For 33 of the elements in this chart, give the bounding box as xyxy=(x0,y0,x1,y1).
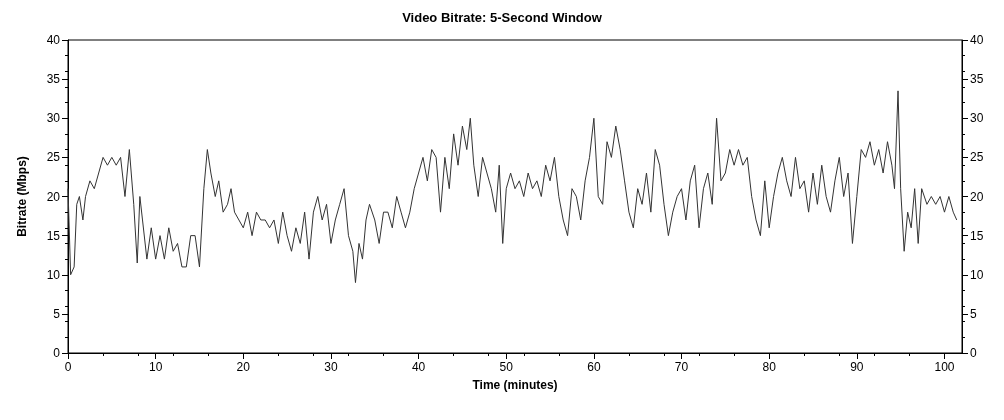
y-tick-label: 0 xyxy=(53,346,61,360)
y2-tick-label: 10 xyxy=(970,267,984,282)
x-tick-label: 70 xyxy=(674,360,689,374)
y-tick-label: 10 xyxy=(46,267,61,282)
x-tick-label: 80 xyxy=(762,360,777,374)
x-tick-label: 30 xyxy=(324,360,338,374)
x-tick-label: 50 xyxy=(499,360,514,374)
y-tick-label: 30 xyxy=(46,111,61,126)
chart-title: Video Bitrate: 5-Second Window xyxy=(402,10,603,25)
y2-tick-label: 0 xyxy=(970,346,977,360)
y-tick-label: 15 xyxy=(46,228,61,243)
y-tick-label: 5 xyxy=(53,306,61,321)
line-series xyxy=(67,90,958,284)
y2-tick-label: 35 xyxy=(970,72,984,87)
y-tick-label: 25 xyxy=(46,150,61,165)
x-tick-label: 0 xyxy=(64,360,72,374)
y2-tick-label: 40 xyxy=(970,33,984,47)
x-tick-label: 90 xyxy=(850,360,864,374)
x-tick-label: 60 xyxy=(587,360,601,374)
y-axis-title: Bitrate (Mbps) xyxy=(15,156,29,237)
x-tick-label: 20 xyxy=(236,360,251,374)
y2-tick-label: 20 xyxy=(970,189,984,204)
x-tick-label: 40 xyxy=(411,360,426,374)
y2-tick-label: 30 xyxy=(970,111,984,126)
y-tick-label: 20 xyxy=(46,189,61,204)
x-tick-label: 10 xyxy=(148,360,163,374)
x-axis-title: Time (minutes) xyxy=(472,378,558,392)
y-tick-label: 40 xyxy=(46,33,61,47)
y-tick-label: 35 xyxy=(46,72,61,87)
x-tick-label: 100 xyxy=(934,360,955,374)
y2-tick-label: 25 xyxy=(970,150,984,165)
y2-tick-label: 5 xyxy=(970,306,977,321)
y2-tick-label: 15 xyxy=(970,228,984,243)
